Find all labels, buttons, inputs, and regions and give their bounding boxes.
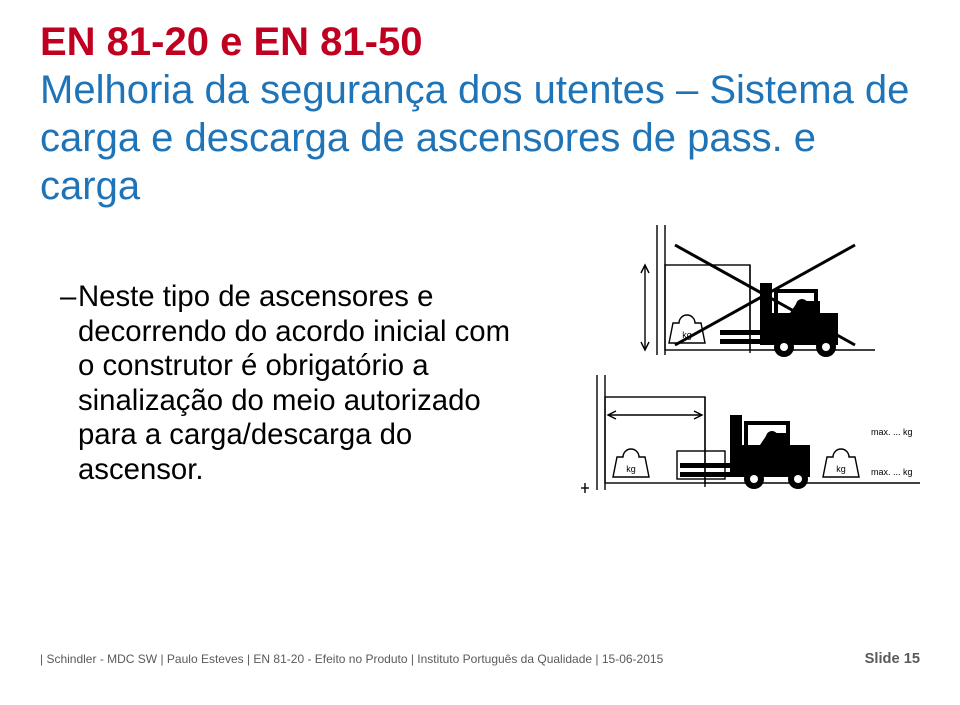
footer: | Schindler - MDC SW | Paulo Esteves | E…	[40, 651, 920, 667]
footer-right: Slide 15	[865, 651, 920, 667]
figure-svg: kg	[575, 225, 920, 500]
title-line-1: EN 81-20 e EN 81-50	[40, 18, 920, 66]
footer-left: | Schindler - MDC SW | Paulo Esteves | E…	[40, 652, 663, 666]
forklift-icon	[720, 283, 838, 357]
title-line-2: Melhoria da segurança dos utentes – Sist…	[40, 66, 920, 210]
figure: kg	[575, 225, 920, 500]
slide: EN 81-20 e EN 81-50 Melhoria da seguranç…	[0, 0, 960, 705]
bullet-text: Neste tipo de ascensores e decorrendo do…	[78, 280, 518, 488]
kg-label-car: kg	[626, 464, 636, 474]
kg-label-truck: kg	[836, 464, 846, 474]
title-block: EN 81-20 e EN 81-50 Melhoria da seguranç…	[40, 18, 920, 210]
max-kg-label-1: max. ... kg	[871, 427, 913, 437]
figure-top: kg	[641, 225, 875, 357]
max-kg-label-2: max. ... kg	[871, 467, 913, 477]
figure-bottom: kg	[581, 375, 920, 493]
forklift-icon	[680, 415, 810, 489]
bullet-dash: –	[60, 280, 78, 315]
